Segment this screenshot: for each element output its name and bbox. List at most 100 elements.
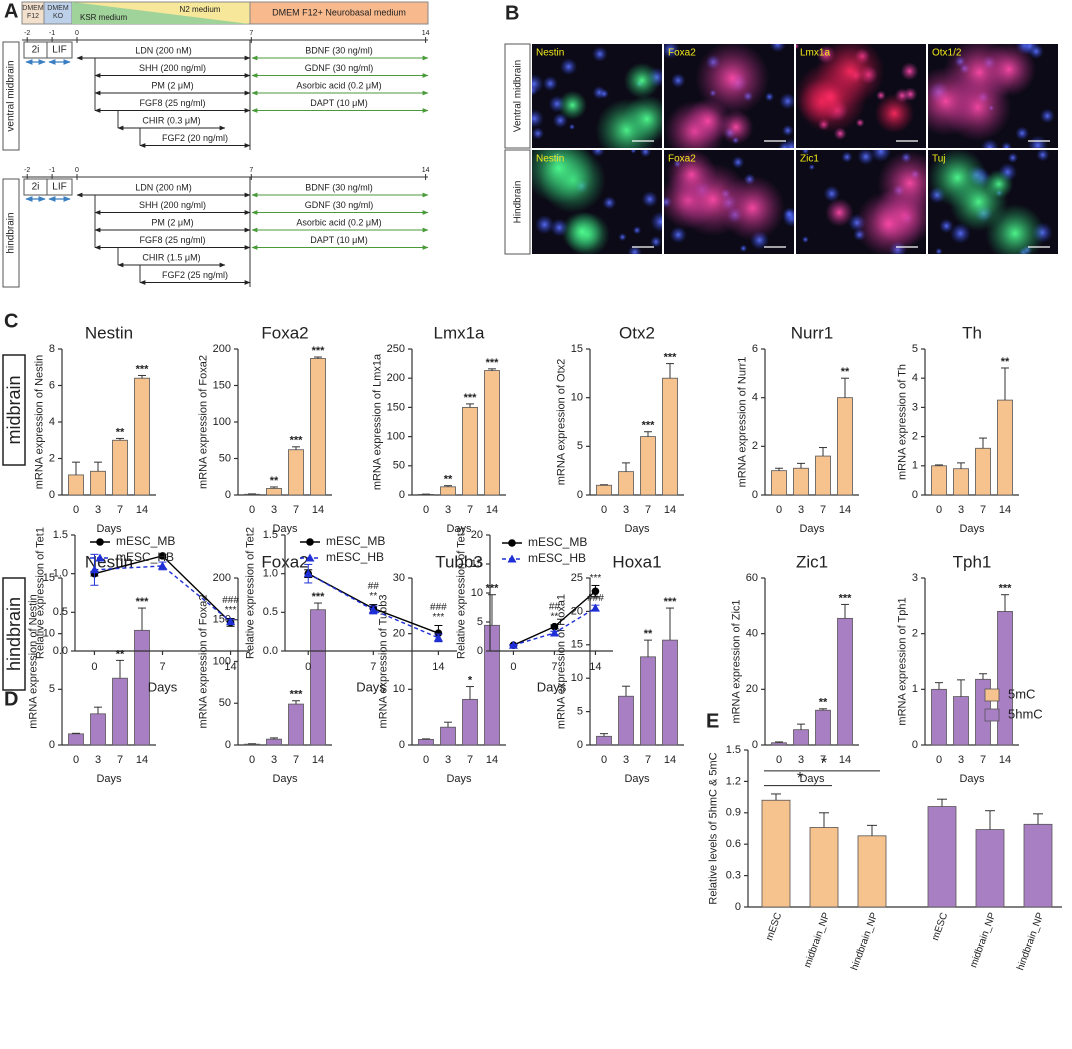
x-tick-label: 14 <box>312 504 324 516</box>
bar <box>640 436 656 496</box>
treatment-label: SHH (200 ng/ml) <box>139 63 206 73</box>
y-tick-label: 0.3 <box>726 870 741 882</box>
x-tick-label: 7 <box>645 504 651 516</box>
day-label: -2 <box>24 30 30 37</box>
chart-title: Tph1 <box>953 552 992 571</box>
panel-letter: A <box>4 0 18 22</box>
significance: ## <box>368 581 380 592</box>
y-tick-label: 2 <box>912 431 918 443</box>
panel-letter: C <box>4 310 18 332</box>
panel-letter: D <box>4 688 18 710</box>
x-tick-label: 3 <box>958 754 964 766</box>
significance: ** <box>644 628 653 640</box>
micrograph <box>532 150 662 254</box>
bar <box>931 688 947 746</box>
image-label: Foxa2 <box>668 154 696 165</box>
y-tick-label: 0 <box>577 489 583 501</box>
point <box>590 603 600 612</box>
block-label: hindbrain <box>6 212 17 253</box>
x-tick-label: hindbrain_NP <box>849 911 880 972</box>
y-tick-label: 20 <box>746 683 758 695</box>
cell-blob <box>1007 152 1019 164</box>
x-axis-label: Days <box>148 679 178 694</box>
x-tick-label: 14 <box>589 661 601 673</box>
y-axis-label: mRNA expression of Otx2 <box>556 359 568 486</box>
x-tick-label: 3 <box>271 504 277 516</box>
cell-blob <box>559 58 578 76</box>
legend-label: mESC_MB <box>528 535 587 549</box>
y-tick-label: 40 <box>746 628 758 640</box>
bar <box>68 733 84 746</box>
significance: ** <box>1001 356 1010 368</box>
x-axis-label: Days <box>96 773 122 785</box>
bar <box>771 742 787 746</box>
panel-letter: B <box>505 2 519 24</box>
bar <box>90 713 106 746</box>
y-tick-label: 200 <box>213 572 231 584</box>
series-line <box>94 565 231 623</box>
y-tick-label: 200 <box>387 372 405 384</box>
treatment-label: GDNF (30 ng/ml) <box>305 200 374 210</box>
legend-marker <box>305 553 315 562</box>
y-tick-label: 5 <box>912 343 918 355</box>
point <box>303 569 313 578</box>
x-tick-label: 7 <box>467 504 473 516</box>
x-axis-label: Days <box>624 523 650 535</box>
point <box>368 605 378 614</box>
y-tick-label: 0.0 <box>53 645 68 657</box>
cell-blob <box>591 46 608 62</box>
micrograph <box>664 44 794 148</box>
y-tick-label: 100 <box>387 431 405 443</box>
day-label: -1 <box>49 30 55 37</box>
treatment-label: LDN (200 nM) <box>135 182 192 192</box>
x-axis-label: Days <box>446 773 472 785</box>
x-tick-label: 7 <box>117 754 123 766</box>
legend-swatch <box>984 688 1000 702</box>
bar <box>771 470 787 496</box>
treatment-label: GDNF (30 ng/ml) <box>305 63 374 73</box>
day-label: 0 <box>75 30 79 37</box>
x-tick-label: 0 <box>73 754 79 766</box>
point <box>158 552 167 560</box>
significance: ** <box>270 475 279 487</box>
x-axis-label: Days <box>959 523 985 535</box>
medium-label: DMEM F12 <box>22 5 44 20</box>
treatment-label: BDNF (30 ng/ml) <box>305 182 373 192</box>
y-tick-label: 0 <box>752 489 758 501</box>
medium-label: DMEM F12+ Neurobasal medium <box>272 7 406 17</box>
cell-blob <box>670 73 686 88</box>
medium-label-box: DMEM F12 <box>22 5 44 20</box>
point <box>433 633 443 642</box>
day-label: -2 <box>24 167 30 174</box>
x-tick-label: 7 <box>293 504 299 516</box>
x-tick-label: 0 <box>249 504 255 516</box>
pre-label: LIF <box>52 45 66 56</box>
cell-blob <box>782 206 794 223</box>
row-label: midbrain <box>4 375 24 444</box>
cell-blob <box>602 195 617 210</box>
y-tick-label: 0 <box>477 645 483 657</box>
image-label: Tuj <box>932 154 946 165</box>
x-tick-label: 3 <box>445 504 451 516</box>
treatment-label: Asorbic acid (0.2 μM) <box>296 80 381 90</box>
point <box>508 640 518 649</box>
y-axis-label: mRNA expression of Lmx1a <box>371 353 383 490</box>
y-axis-label: mRNA expression of Foxa2 <box>197 355 209 489</box>
x-tick-label: 0 <box>423 504 429 516</box>
significance: *** <box>290 689 304 701</box>
y-tick-label: 1.2 <box>726 775 741 787</box>
bar <box>418 739 434 746</box>
bar <box>815 709 831 746</box>
x-tick-label: 0 <box>249 754 255 766</box>
y-tick-label: 2 <box>752 440 758 452</box>
micrograph <box>664 150 794 254</box>
cell-blob <box>618 232 627 242</box>
y-tick-label: 0 <box>577 739 583 751</box>
row-label: Hindbrain <box>513 181 524 224</box>
y-tick-label: 60 <box>746 572 758 584</box>
x-axis-label: Days <box>624 773 650 785</box>
y-tick-label: 0 <box>49 739 55 751</box>
x-tick-label: 7 <box>293 754 299 766</box>
image-label: Otx1/2 <box>932 48 962 59</box>
